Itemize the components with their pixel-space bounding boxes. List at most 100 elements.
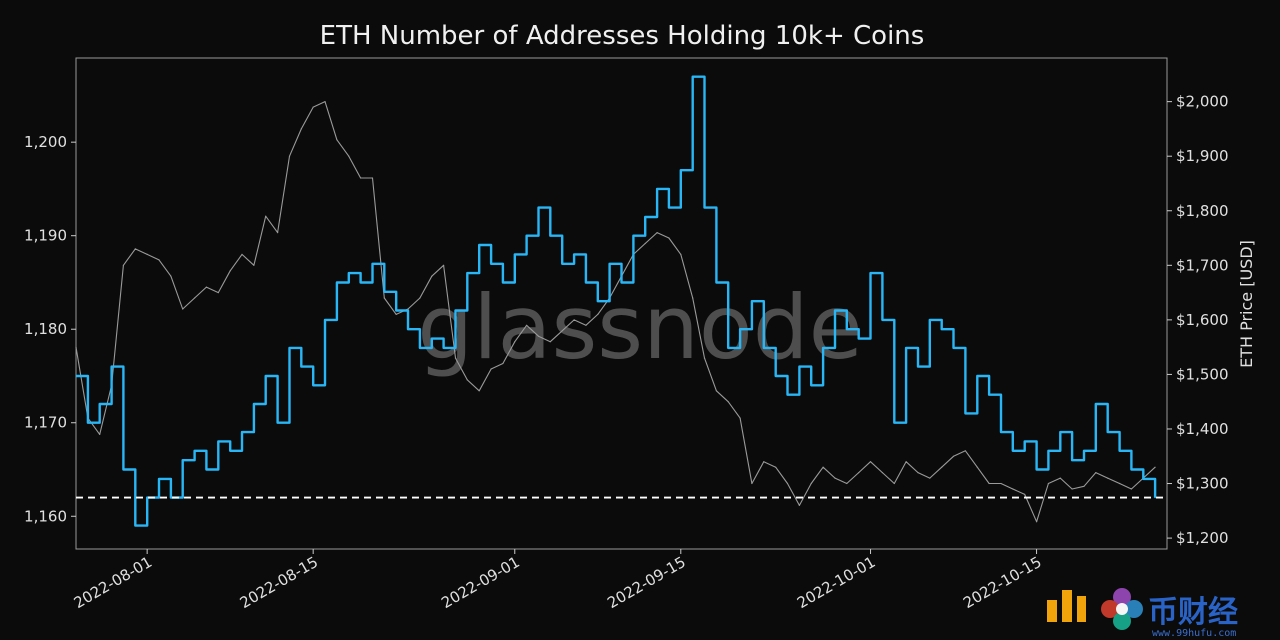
price-point <box>182 308 184 310</box>
price-point <box>454 357 457 359</box>
price-point <box>265 215 267 217</box>
price-point <box>1012 488 1014 490</box>
price-point <box>526 324 528 326</box>
addresses-point <box>786 394 789 396</box>
addresses-point <box>205 468 207 471</box>
addresses-point <box>1012 450 1014 452</box>
addresses-point <box>739 328 741 330</box>
addresses-point <box>75 375 77 377</box>
price-point <box>905 461 907 463</box>
addresses-point <box>431 338 433 340</box>
addresses-point <box>490 263 492 265</box>
addresses-point <box>87 422 89 424</box>
addresses-point <box>1130 468 1132 471</box>
addresses-point <box>1142 478 1144 480</box>
price-point <box>1047 482 1049 485</box>
price-point <box>348 155 350 157</box>
price-point <box>929 477 931 479</box>
addresses-point <box>300 366 302 368</box>
price-point <box>727 401 729 403</box>
addresses-point <box>561 263 563 265</box>
addresses-point <box>265 375 267 377</box>
price-point <box>312 106 314 108</box>
price-point <box>419 297 421 299</box>
price-point <box>798 504 801 506</box>
price-point <box>205 286 207 288</box>
price-point <box>478 390 480 392</box>
addresses-point <box>549 235 551 237</box>
price-point <box>217 292 219 294</box>
addresses-point <box>597 300 599 302</box>
addresses-point <box>763 347 765 349</box>
addresses-point <box>751 300 753 302</box>
addresses-point <box>383 291 385 293</box>
left-axis: 1,160 1,170 1,180 1,190 1,200 <box>24 133 76 525</box>
addresses-point <box>1095 403 1097 405</box>
price-point <box>75 346 77 348</box>
addresses-point <box>869 272 872 274</box>
price-point <box>692 297 694 299</box>
addresses-point <box>99 403 101 405</box>
price-point <box>99 433 101 435</box>
addresses-point <box>644 216 646 218</box>
price-point <box>371 177 374 179</box>
price-point <box>680 253 682 255</box>
addresses-point <box>454 309 457 312</box>
addresses-point <box>952 347 955 349</box>
addresses-point <box>146 497 148 499</box>
flower-logo-icon <box>1101 588 1143 630</box>
price-point <box>561 330 563 332</box>
plot-frame <box>75 57 1168 550</box>
price-point <box>976 466 978 468</box>
price-point <box>1154 466 1156 468</box>
price-point <box>395 313 397 315</box>
right-tick-label: $1,200 <box>1176 529 1229 547</box>
price-point <box>514 341 516 343</box>
price-point <box>466 379 468 381</box>
left-tick-label: 1,190 <box>24 227 67 245</box>
price-point <box>786 482 789 485</box>
price-point <box>656 232 658 234</box>
addresses-point <box>514 253 516 255</box>
addresses-point <box>526 235 528 237</box>
addresses-point <box>680 169 682 171</box>
price-point <box>158 259 160 261</box>
addresses-point <box>134 525 136 527</box>
price-point <box>277 232 279 234</box>
price-point <box>846 482 848 485</box>
price-point <box>1024 493 1026 495</box>
addresses-point <box>111 366 113 368</box>
addresses-line <box>76 75 1157 527</box>
price-point <box>122 264 124 266</box>
price-point <box>988 482 990 485</box>
price-point <box>549 341 551 343</box>
price-point <box>881 472 884 474</box>
addresses-point <box>419 347 421 349</box>
addresses-point <box>253 403 255 405</box>
addresses-point <box>1059 431 1061 433</box>
addresses-point <box>573 253 575 255</box>
addresses-point <box>905 347 907 349</box>
price-point <box>775 466 777 468</box>
price-point <box>858 472 860 474</box>
price-point <box>822 466 824 468</box>
addresses-point <box>1107 431 1109 433</box>
right-axis: $1,200 $1,300 $1,400 $1,500 $1,600 $1,700 $1,8… <box>1167 93 1229 547</box>
right-tick-label: $1,300 <box>1176 475 1229 493</box>
price-point <box>585 324 587 326</box>
addresses-point <box>1024 440 1026 442</box>
addresses-point <box>1000 431 1002 433</box>
addresses-point <box>846 328 848 330</box>
price-point <box>1130 488 1132 490</box>
addresses-point <box>182 459 184 461</box>
addresses-series <box>75 75 1157 527</box>
price-point <box>1071 488 1073 490</box>
price-point <box>170 275 172 277</box>
price-point <box>869 461 872 463</box>
addresses-point <box>502 281 504 284</box>
right-tick-label: $1,500 <box>1176 365 1229 383</box>
addresses-point <box>478 244 480 246</box>
price-series <box>75 101 1156 523</box>
